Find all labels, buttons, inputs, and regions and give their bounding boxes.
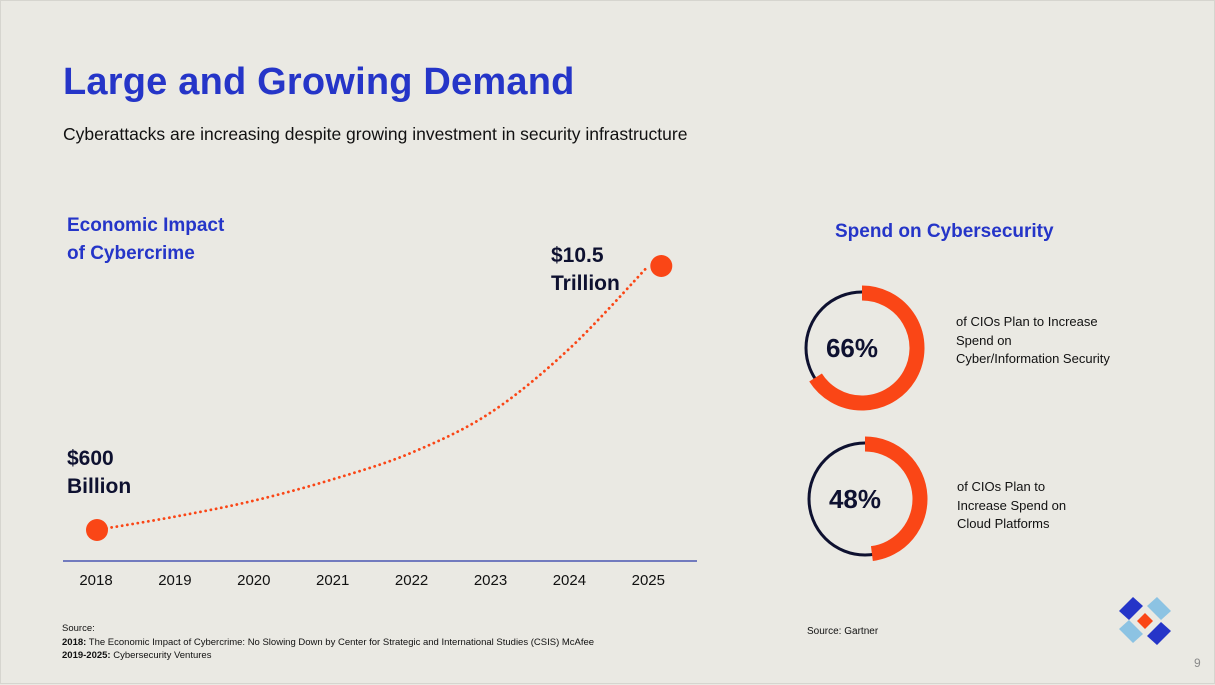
start-point-marker: [86, 519, 108, 541]
x-tick-label-2018: 2018: [79, 572, 113, 589]
x-tick-label-2024: 2024: [552, 572, 587, 589]
slide-subtitle: Cyberattacks are increasing despite grow…: [63, 124, 688, 144]
source-line-2019-2025-text: Cybersecurity Ventures: [110, 650, 212, 661]
donut-cloud-platforms: [807, 436, 928, 562]
economic-impact-title-line2: of Cybercrime: [67, 243, 195, 264]
economic-impact-source: Source: 2018: The Economic Impact of Cyb…: [62, 622, 594, 663]
spend-source: Source: Gartner: [807, 626, 879, 637]
end-value-label: $10.5 Trillion: [551, 242, 620, 298]
x-tick-label-2025: 2025: [631, 572, 665, 589]
start-value-unit: Billion: [67, 475, 132, 498]
start-value-label: $600 Billion: [67, 445, 131, 501]
company-logo-icon: [1119, 597, 1171, 645]
spend-title: Spend on Cybersecurity: [835, 221, 1054, 242]
end-value-amount: $10.5: [551, 244, 604, 267]
donut-cyber-description: of CIOs Plan to Increase Spend on Cyber/…: [956, 314, 1110, 366]
source-line-2019-2025: 2019-2025: Cybersecurity Ventures: [62, 649, 594, 663]
donut-cyber-percent: 66%: [825, 333, 879, 363]
end-point-marker: [650, 255, 673, 277]
source-line-2018-year: 2018:: [62, 636, 87, 648]
economic-impact-title: Economic Impact of Cybercrime: [67, 212, 224, 268]
x-tick-label-2023: 2023: [473, 572, 508, 589]
donut-cyber-security: [804, 285, 925, 411]
start-value-amount: $600: [67, 447, 114, 470]
source-line-2018-text: The Economic Impact of Cybercrime: No Sl…: [86, 636, 595, 648]
x-tick-label-2022: 2022: [394, 572, 429, 589]
x-tick-label-2020: 2020: [237, 572, 271, 589]
source-line-2018: 2018: The Economic Impact of Cybercrime:…: [62, 636, 594, 650]
page-number: 9: [1194, 656, 1201, 670]
end-value-unit: Trillion: [551, 272, 620, 295]
source-line-2019-2025-years: 2019-2025:: [62, 650, 111, 661]
donut-cyber-value-arc: [809, 285, 925, 411]
slide-title: Large and Growing Demand: [63, 61, 575, 103]
x-tick-label-2021: 2021: [316, 572, 350, 589]
x-tick-label-2019: 2019: [158, 572, 192, 589]
source-heading: Source:: [62, 623, 95, 634]
donut-cloud-description: of CIOs Plan to Increase Spend on Cloud …: [957, 479, 1067, 531]
economic-impact-title-line1: Economic Impact: [67, 215, 225, 236]
donut-cloud-percent: 48%: [828, 484, 882, 514]
donut-cloud-value-arc: [864, 436, 928, 562]
